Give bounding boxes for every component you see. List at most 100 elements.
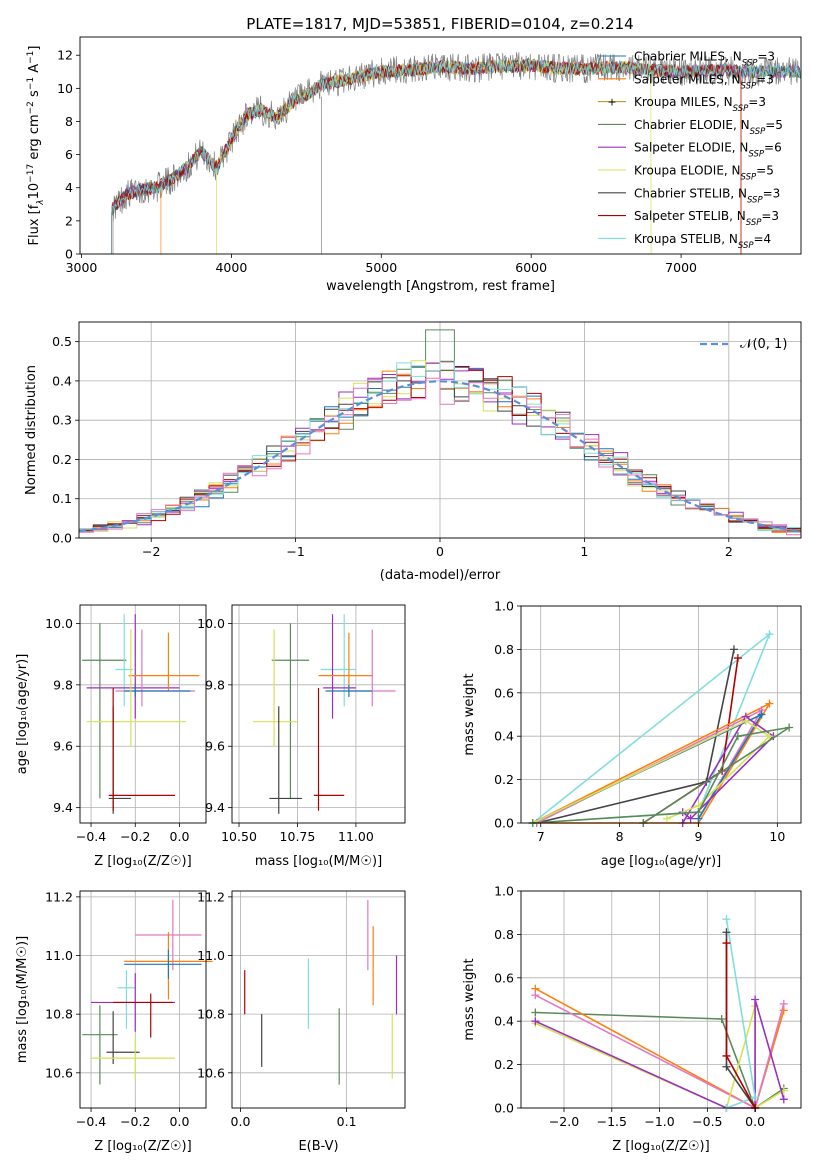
weight-point [717,1015,726,1024]
weight-point [531,1017,540,1026]
errorbars [244,899,398,1085]
x-tick-label: 8 [616,829,624,844]
grid [80,605,206,823]
y-tick-label: 9.4 [205,800,225,815]
plot-area [82,614,200,814]
y-axis-label: Normed distribution [24,365,39,495]
weight-point [751,995,760,1004]
x-tick-label: 11.00 [338,829,374,844]
y-tick-label: 0.2 [52,452,72,467]
y-tick-label: 11.0 [197,948,225,963]
residuals-histogram-panel: −2 −1 0 1 2 0.0 0.1 0.2 0.3 0.4 0.5 (data-model)/er… [24,321,802,583]
mass-weight-vs-age-panel: 7 8 9 10 0.0 0.2 0.4 0.6 0.8 1.0 age [log₁₀(age/yr… [462,599,802,869]
y-tick-label: 0.6 [494,685,514,700]
plot-area [79,329,801,538]
x-tick-label: 0.1 [337,1114,357,1129]
x-axis-label: age [log₁₀(age/yr)] [601,854,722,869]
x-tick-label: −2.0 [549,1114,579,1129]
age-vs-metallicity-panel: −0.4 −0.2 0.0 9.4 9.6 9.8 10.0 Z [log₁₀(Z/Z☉)] a… [15,604,207,869]
model-spectrum-4 [111,59,801,254]
grid [521,605,801,824]
x-tick-label: 9 [694,829,702,844]
legend-label: Salpeter ELODIE, NSSP=6 [634,141,782,160]
axes-frame [79,604,207,824]
x-tick-label: 5000 [365,260,397,275]
weight-point [662,814,671,823]
model-spectrum-1 [160,58,742,254]
x-tick-label: 7000 [665,260,697,275]
y-tick-label: 10.6 [45,1065,73,1080]
y-tick-label: 11.2 [45,889,73,904]
weight-series-2 [642,657,739,824]
y-tick-label: 9.4 [53,800,73,815]
weight-point [779,1095,788,1104]
y-tick-label: 1.0 [494,599,514,614]
y-tick-label: 9.6 [53,739,73,754]
plot-area [528,630,794,827]
x-tick-label: −1.0 [644,1114,674,1129]
plot-area [111,52,801,254]
model-spectrum-8 [111,58,801,254]
mass-weight-vs-metallicity-panel: −2.0 −1.5 −1.0 −0.5 0.0 0.0 0.2 0.4 0.6 0.8 1.0 Z [… [462,884,802,1154]
errorbars [82,899,213,1085]
axes-frame [520,605,802,824]
weight-point [741,717,750,726]
weight-series-5 [725,919,756,1109]
mass-vs-ebv-panel: 0.0 0.1 10.6 10.8 11.0 11.2 E(B-V) [197,889,406,1154]
age-vs-mass-panel: 10.50 10.75 11.00 9.4 9.6 9.8 10.0 mass [log₁₀(… [197,604,406,869]
legend-label: Chabrier MILES, NSSP=3 [634,50,775,69]
x-tick-label: −0.4 [76,1114,106,1129]
model-spectrum-5 [216,58,652,254]
y-axis-label: mass weight [462,673,477,755]
histogram-8 [79,377,801,537]
x-tick-label: 7 [537,829,545,844]
plot-area [82,899,213,1085]
y-tick-label: 0.4 [52,373,72,388]
y-tick-label: 0.8 [494,927,514,942]
model-spectrum-6 [111,58,801,254]
x-axis-label: E(B-V) [298,1139,338,1154]
weight-point [694,808,703,817]
weight-point [779,999,788,1008]
x-tick-label: −0.2 [120,829,150,844]
y-tick-label: 0.0 [494,816,514,831]
y-tick-label: 11.2 [197,889,225,904]
axes-frame [79,36,802,255]
legend-marker: + [607,96,616,109]
spectrum-panel: 3000 4000 5000 6000 7000 0 2 4 6 8 10 12 wavelength … [26,36,802,294]
y-tick-label: 0.0 [52,531,72,546]
y-tick-label: 0.8 [494,642,514,657]
y-tick-label: 11.0 [45,948,73,963]
mass-vs-metallicity-panel: −0.4 −0.2 0.0 10.6 10.8 11.0 11.2 Z [log₁₀(Z/Z☉… [15,889,213,1154]
weight-point [722,939,731,948]
weight-point [751,1093,760,1102]
y-tick-label: 0.2 [494,1057,514,1072]
y-axis-label: age [log₁₀(age/yr)] [15,654,30,775]
model-spectrum-0 [111,59,801,254]
x-axis-label: Z [log₁₀(Z/Z☉)] [94,1139,191,1154]
x-tick-label: 0.0 [170,829,190,844]
normal-curve [79,380,801,533]
x-axis-label: wavelength [Angstrom, rest frame] [326,279,555,294]
errorbars [253,614,396,814]
axes-frame [231,604,406,824]
model-spectrum-2 [111,58,801,254]
errorbars [82,614,200,814]
legend-label: Salpeter STELIB, NSSP=3 [634,209,779,228]
x-tick-label: 10 [769,829,785,844]
y-tick-label: 9.8 [53,677,73,692]
x-tick-label: 0.0 [170,1114,190,1129]
y-tick-label: 12 [57,48,73,63]
y-tick-label: 10.0 [197,616,225,631]
figure-title: PLATE=1817, MJD=53851, FIBERID=0104, z=0… [246,15,633,33]
y-tick-label: 10.0 [45,616,73,631]
x-tick-label: −2 [142,544,160,559]
weight-point [531,1008,540,1017]
x-axis-label: Z [log₁₀(Z/Z☉)] [94,854,191,869]
weight-point [722,928,731,937]
weight-point [765,699,774,708]
x-axis-label: mass [log₁₀(M/M☉)] [255,854,382,869]
weight-series-7 [725,943,756,1109]
y-axis-label: mass weight [462,958,477,1040]
x-tick-label: −1 [286,544,304,559]
